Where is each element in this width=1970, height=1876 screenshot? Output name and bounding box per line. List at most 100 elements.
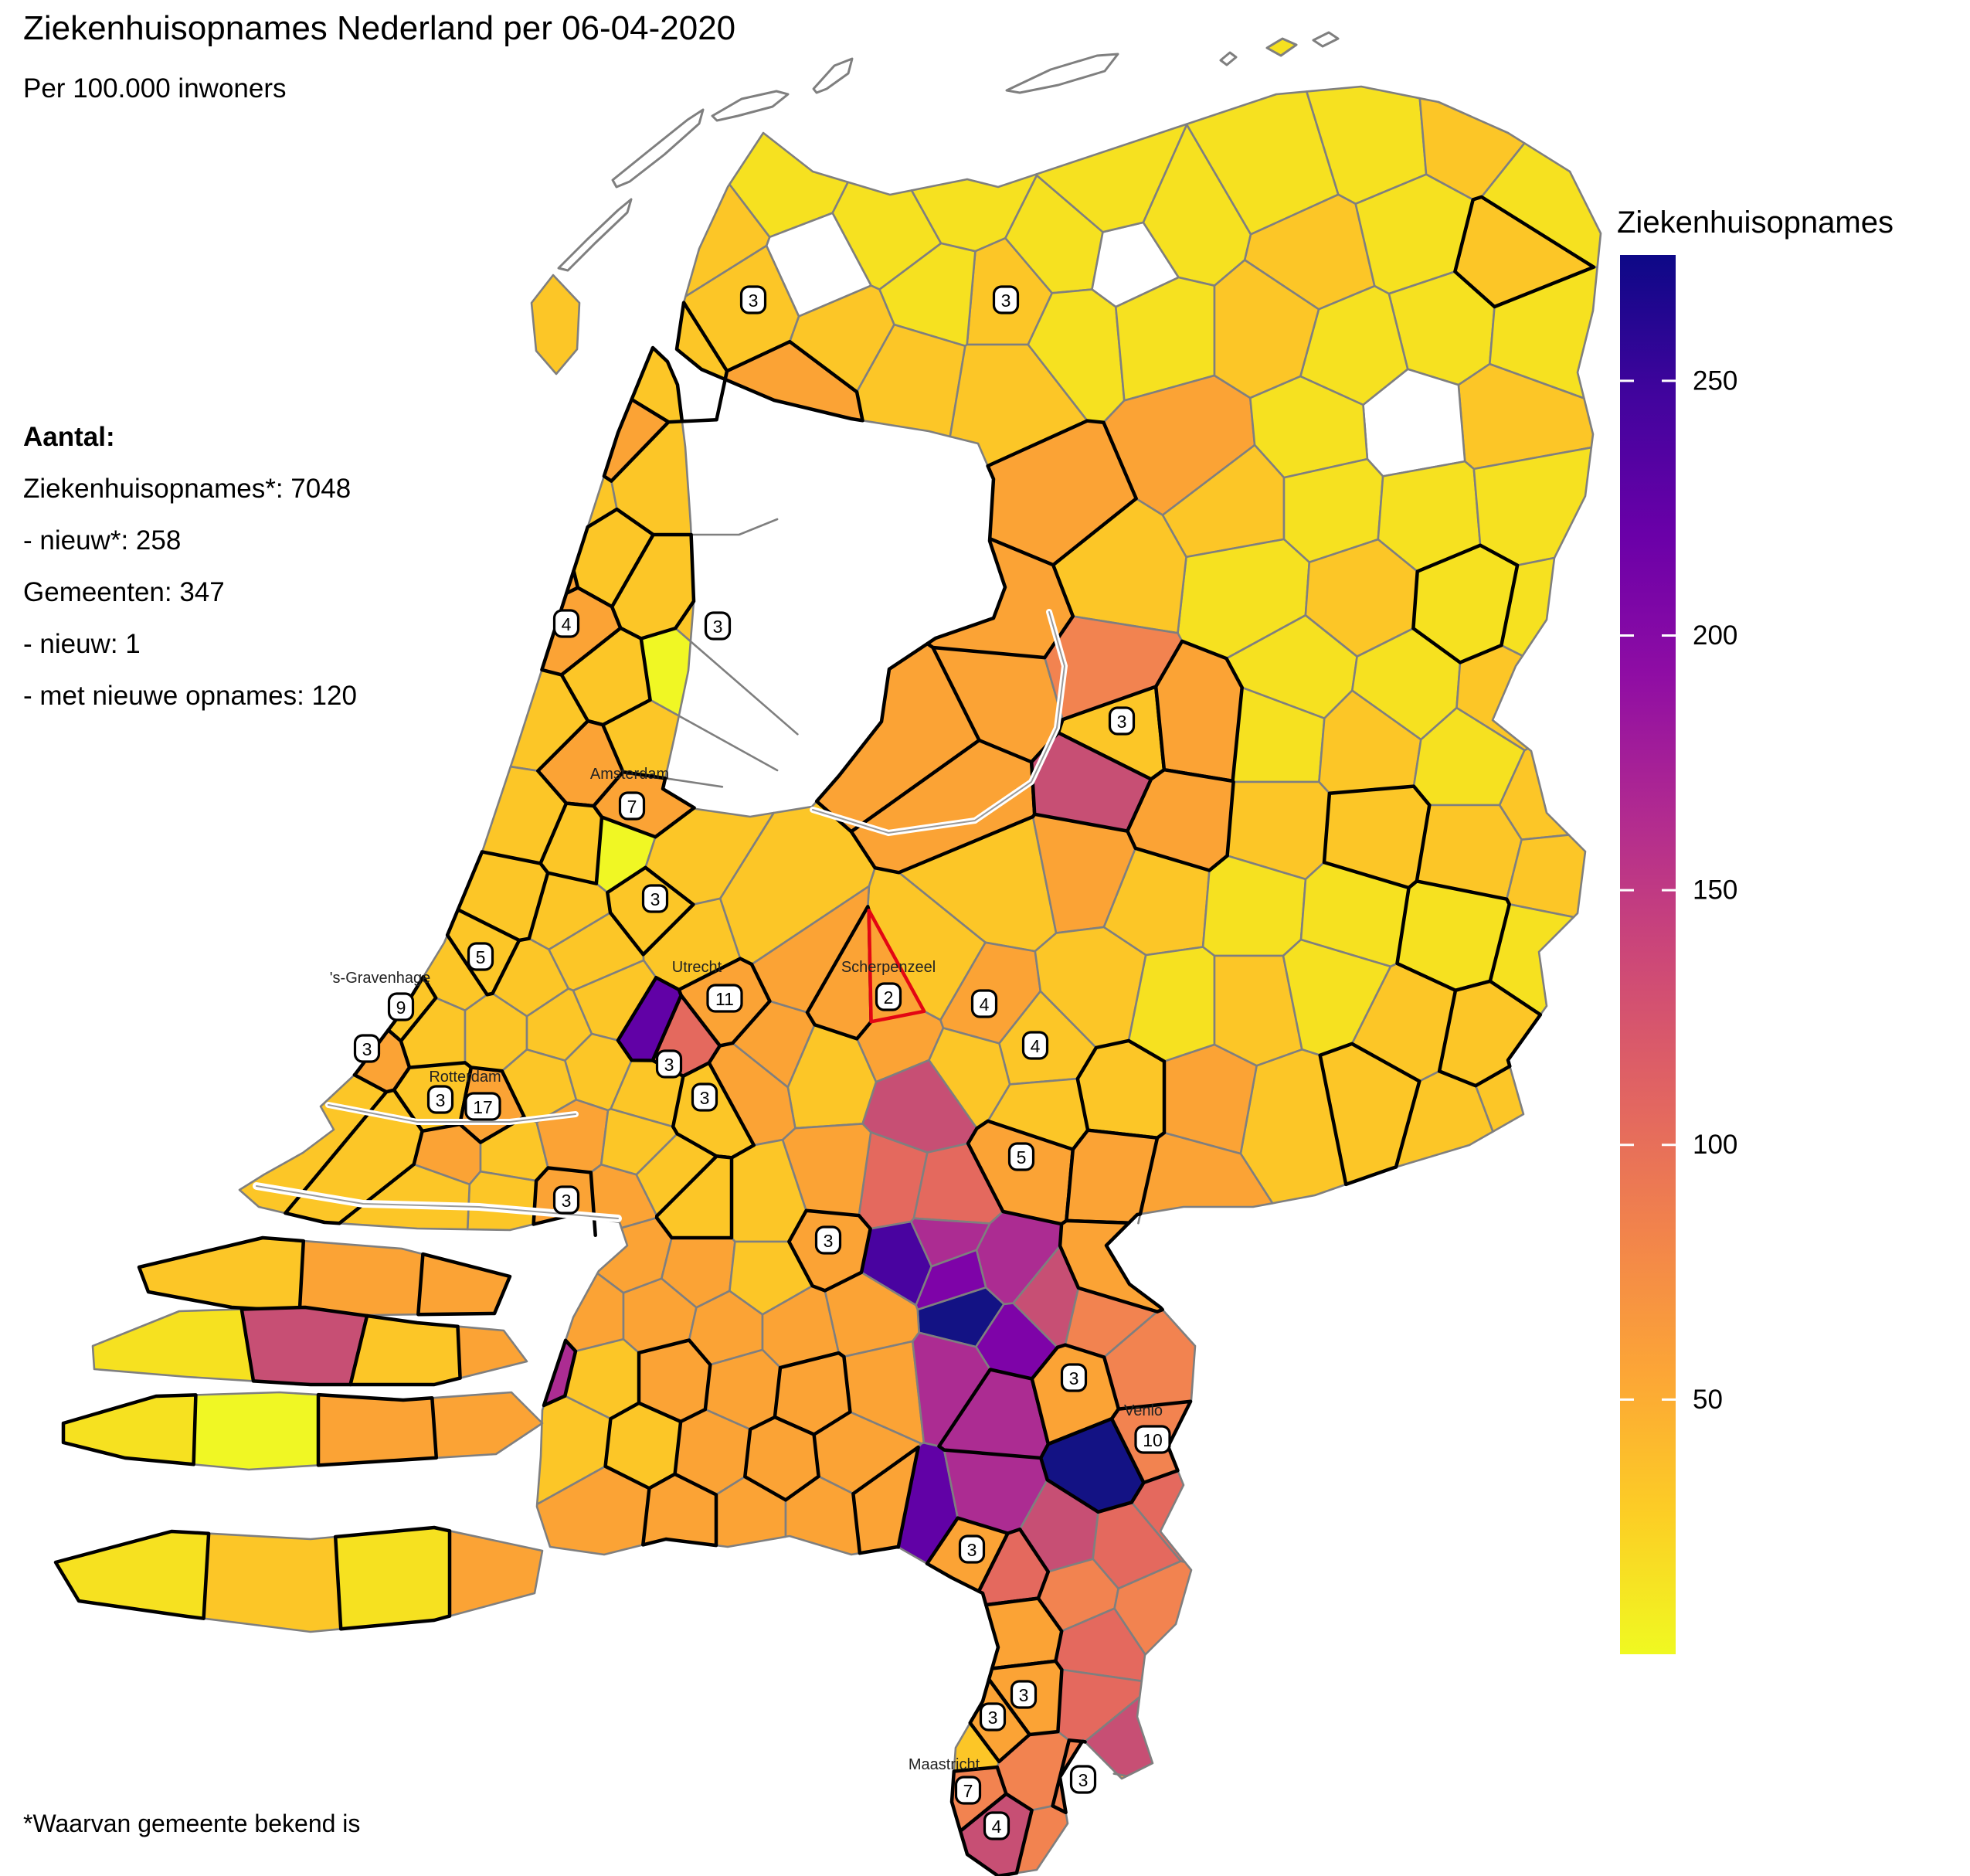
city-label: Rotterdam <box>429 1069 501 1086</box>
water-channel-border <box>328 1104 576 1123</box>
municipality-cell <box>1153 639 1244 783</box>
badge-count: 3 <box>562 1191 572 1211</box>
badge-box <box>552 1185 580 1215</box>
municipality-cell <box>1113 1560 1193 1656</box>
municipality-cell <box>1395 879 1511 993</box>
legend-title: Ziekenhuisopnames <box>1617 206 1894 240</box>
schiermonnikoog-island <box>812 57 854 94</box>
municipality-cell <box>530 274 581 376</box>
legend-tick-label: 250 <box>1693 365 1737 396</box>
badge-count: 3 <box>362 1039 372 1059</box>
badge-count: 3 <box>1019 1685 1029 1705</box>
badge-box <box>1134 1425 1171 1454</box>
badge-box <box>387 992 415 1021</box>
badge-count: 10 <box>1143 1430 1163 1450</box>
city-label: Maastricht <box>909 1756 980 1773</box>
stat-line-municipalities: Gemeenten: 347 <box>23 577 225 607</box>
municipality-cell <box>1065 1128 1160 1225</box>
city-label: Utrecht <box>672 959 722 976</box>
municipality-cell <box>457 1325 528 1379</box>
stat-line-admissions: Ziekenhuisopnames*: 7048 <box>23 474 352 504</box>
badge-box <box>983 1811 1010 1840</box>
islet-1-island <box>1219 51 1238 66</box>
badge-box <box>979 1702 1007 1732</box>
municipality-cell <box>348 1314 462 1387</box>
wadden-islands <box>557 31 1340 272</box>
municipality-cell <box>674 600 799 736</box>
badge-box <box>970 989 998 1018</box>
stat-line-new-admissions: - nieuw*: 258 <box>23 525 182 556</box>
city-label: Amsterdam <box>590 766 669 783</box>
badge-box <box>467 942 494 971</box>
city-labels: Amsterdam 's-Gravenhage Utrecht Scherpenzee… <box>330 766 1163 1773</box>
stat-line-new-municipalities: - nieuw: 1 <box>23 629 141 659</box>
badge-count: 5 <box>1017 1147 1027 1167</box>
badge-count: 3 <box>1078 1770 1089 1790</box>
badge-box <box>954 1776 982 1805</box>
badge-count: 4 <box>1031 1036 1041 1056</box>
municipality-cell <box>202 1532 342 1633</box>
choropleth-cells <box>91 85 1602 1874</box>
badge-box <box>739 285 767 314</box>
badge-box <box>1007 1142 1035 1171</box>
badge-count: 9 <box>396 997 406 1018</box>
municipality-cell <box>448 1530 544 1617</box>
badge-box <box>655 1049 683 1079</box>
municipality-cell <box>1472 446 1593 566</box>
badge-count: 2 <box>884 987 894 1008</box>
badge-box <box>353 1034 381 1063</box>
municipality-cell <box>849 738 1037 875</box>
municipality-cell <box>137 1235 306 1314</box>
terschelling-island <box>611 108 705 189</box>
badge-box <box>814 1225 842 1255</box>
badge-count: 17 <box>473 1097 493 1117</box>
water-channels <box>253 609 1068 1222</box>
badge-count: 4 <box>980 994 990 1014</box>
badge-count: 5 <box>476 947 486 967</box>
municipality-cell <box>1051 1738 1087 1815</box>
municipality-cell <box>610 532 696 641</box>
city-label: Venlo <box>1124 1402 1163 1419</box>
municipality-cell <box>1058 1218 1164 1314</box>
municipality-cell <box>284 1088 424 1225</box>
municipality-cell <box>431 1391 544 1460</box>
highlighted-municipalities <box>53 195 1596 1876</box>
legend-tick-label: 200 <box>1693 620 1737 651</box>
municipality-cell <box>61 1393 198 1466</box>
municipality-cell <box>298 1239 424 1317</box>
municipality-cell <box>641 1472 718 1548</box>
municipality-cell <box>723 339 864 423</box>
badge-count: 3 <box>988 1708 998 1728</box>
municipality-cell <box>616 975 683 1062</box>
badge-box <box>704 611 732 641</box>
footnote: *Waarvan gemeente bekend is <box>23 1810 361 1837</box>
municipality-cell <box>1411 543 1520 664</box>
municipality-cell <box>91 1308 255 1382</box>
badge-count: 4 <box>992 1817 1002 1837</box>
municipality-cell <box>1112 1772 1128 1780</box>
badge-count: 11 <box>715 989 734 1009</box>
municipality-cell <box>966 1119 1075 1226</box>
municipality-cell <box>743 1415 820 1502</box>
legend-tick-label: 150 <box>1693 875 1737 906</box>
municipality-cell <box>1075 1038 1167 1140</box>
badge-box <box>706 984 743 1013</box>
municipality-cell <box>239 1305 369 1387</box>
badge-count: 4 <box>562 614 572 634</box>
stats-block: Aantal: Ziekenhuisopnames*: 7048 - nieuw… <box>23 411 357 722</box>
municipality-cell <box>975 1210 1063 1306</box>
badge-box <box>641 884 669 913</box>
municipality-cell <box>53 1529 211 1620</box>
badge-count: 3 <box>749 291 759 311</box>
islet-3-island <box>1312 31 1340 48</box>
badge-box <box>1069 1765 1097 1794</box>
municipality-cell <box>1126 767 1235 872</box>
legend-colorbar: 250 200 150 100 50 <box>1620 255 1737 1654</box>
municipality-cell <box>1318 1042 1421 1187</box>
badge-box <box>691 1082 718 1112</box>
stats-heading: Aantal: <box>23 422 115 452</box>
badge-count: 3 <box>824 1231 834 1251</box>
